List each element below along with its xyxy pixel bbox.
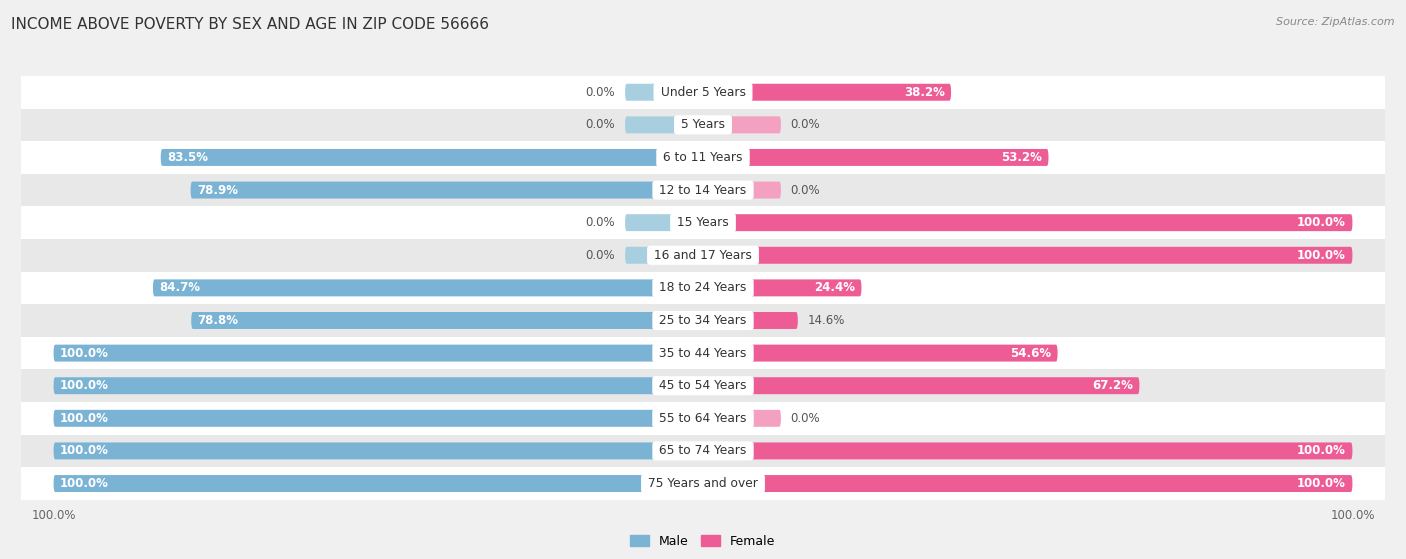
Text: 78.8%: 78.8%: [198, 314, 239, 327]
FancyBboxPatch shape: [703, 475, 1353, 492]
Text: 0.0%: 0.0%: [586, 249, 616, 262]
Text: 55 to 64 Years: 55 to 64 Years: [655, 412, 751, 425]
FancyBboxPatch shape: [53, 377, 703, 394]
Text: 84.7%: 84.7%: [159, 281, 201, 295]
Text: 100.0%: 100.0%: [60, 412, 108, 425]
Text: 0.0%: 0.0%: [790, 119, 820, 131]
Legend: Male, Female: Male, Female: [626, 530, 780, 553]
Text: 0.0%: 0.0%: [790, 412, 820, 425]
FancyBboxPatch shape: [53, 475, 703, 492]
FancyBboxPatch shape: [626, 84, 703, 101]
Text: 18 to 24 Years: 18 to 24 Years: [655, 281, 751, 295]
Bar: [21, 141, 1385, 174]
Text: 67.2%: 67.2%: [1092, 379, 1133, 392]
FancyBboxPatch shape: [53, 344, 703, 362]
Text: 5 Years: 5 Years: [678, 119, 728, 131]
Text: Under 5 Years: Under 5 Years: [657, 86, 749, 99]
FancyBboxPatch shape: [703, 247, 1353, 264]
Text: 38.2%: 38.2%: [904, 86, 945, 99]
FancyBboxPatch shape: [703, 312, 797, 329]
FancyBboxPatch shape: [191, 182, 703, 198]
Text: 24.4%: 24.4%: [814, 281, 855, 295]
FancyBboxPatch shape: [626, 247, 703, 264]
Bar: [21, 402, 1385, 435]
Text: 0.0%: 0.0%: [586, 216, 616, 229]
FancyBboxPatch shape: [153, 280, 703, 296]
Text: 0.0%: 0.0%: [586, 86, 616, 99]
Text: 25 to 34 Years: 25 to 34 Years: [655, 314, 751, 327]
FancyBboxPatch shape: [703, 280, 862, 296]
FancyBboxPatch shape: [703, 344, 1057, 362]
Text: 100.0%: 100.0%: [1298, 444, 1346, 457]
Text: 53.2%: 53.2%: [1001, 151, 1042, 164]
Text: INCOME ABOVE POVERTY BY SEX AND AGE IN ZIP CODE 56666: INCOME ABOVE POVERTY BY SEX AND AGE IN Z…: [11, 17, 489, 32]
FancyBboxPatch shape: [626, 214, 703, 231]
FancyBboxPatch shape: [703, 410, 780, 427]
Bar: [21, 108, 1385, 141]
Text: Source: ZipAtlas.com: Source: ZipAtlas.com: [1277, 17, 1395, 27]
Text: 0.0%: 0.0%: [790, 183, 820, 197]
Bar: [21, 174, 1385, 206]
Text: 78.9%: 78.9%: [197, 183, 238, 197]
Text: 6 to 11 Years: 6 to 11 Years: [659, 151, 747, 164]
Text: 100.0%: 100.0%: [60, 444, 108, 457]
Bar: [21, 337, 1385, 369]
Text: 54.6%: 54.6%: [1010, 347, 1052, 359]
Bar: [21, 76, 1385, 108]
Text: 45 to 54 Years: 45 to 54 Years: [655, 379, 751, 392]
Bar: [21, 369, 1385, 402]
Text: 12 to 14 Years: 12 to 14 Years: [655, 183, 751, 197]
Text: 14.6%: 14.6%: [807, 314, 845, 327]
FancyBboxPatch shape: [626, 116, 703, 134]
Text: 65 to 74 Years: 65 to 74 Years: [655, 444, 751, 457]
Bar: [21, 239, 1385, 272]
FancyBboxPatch shape: [53, 410, 703, 427]
Text: 100.0%: 100.0%: [1298, 477, 1346, 490]
FancyBboxPatch shape: [53, 443, 703, 459]
FancyBboxPatch shape: [703, 214, 1353, 231]
Bar: [21, 272, 1385, 304]
Text: 16 and 17 Years: 16 and 17 Years: [650, 249, 756, 262]
FancyBboxPatch shape: [703, 377, 1139, 394]
Bar: [21, 435, 1385, 467]
Text: 75 Years and over: 75 Years and over: [644, 477, 762, 490]
Text: 100.0%: 100.0%: [60, 379, 108, 392]
Bar: [21, 467, 1385, 500]
FancyBboxPatch shape: [191, 312, 703, 329]
FancyBboxPatch shape: [703, 149, 1049, 166]
FancyBboxPatch shape: [703, 116, 780, 134]
Text: 83.5%: 83.5%: [167, 151, 208, 164]
FancyBboxPatch shape: [160, 149, 703, 166]
FancyBboxPatch shape: [703, 84, 950, 101]
Bar: [21, 304, 1385, 337]
Text: 100.0%: 100.0%: [1298, 216, 1346, 229]
Bar: [21, 206, 1385, 239]
Text: 0.0%: 0.0%: [586, 119, 616, 131]
FancyBboxPatch shape: [703, 443, 1353, 459]
Text: 100.0%: 100.0%: [60, 477, 108, 490]
Text: 100.0%: 100.0%: [60, 347, 108, 359]
FancyBboxPatch shape: [703, 182, 780, 198]
Text: 15 Years: 15 Years: [673, 216, 733, 229]
Text: 100.0%: 100.0%: [1298, 249, 1346, 262]
Text: 35 to 44 Years: 35 to 44 Years: [655, 347, 751, 359]
